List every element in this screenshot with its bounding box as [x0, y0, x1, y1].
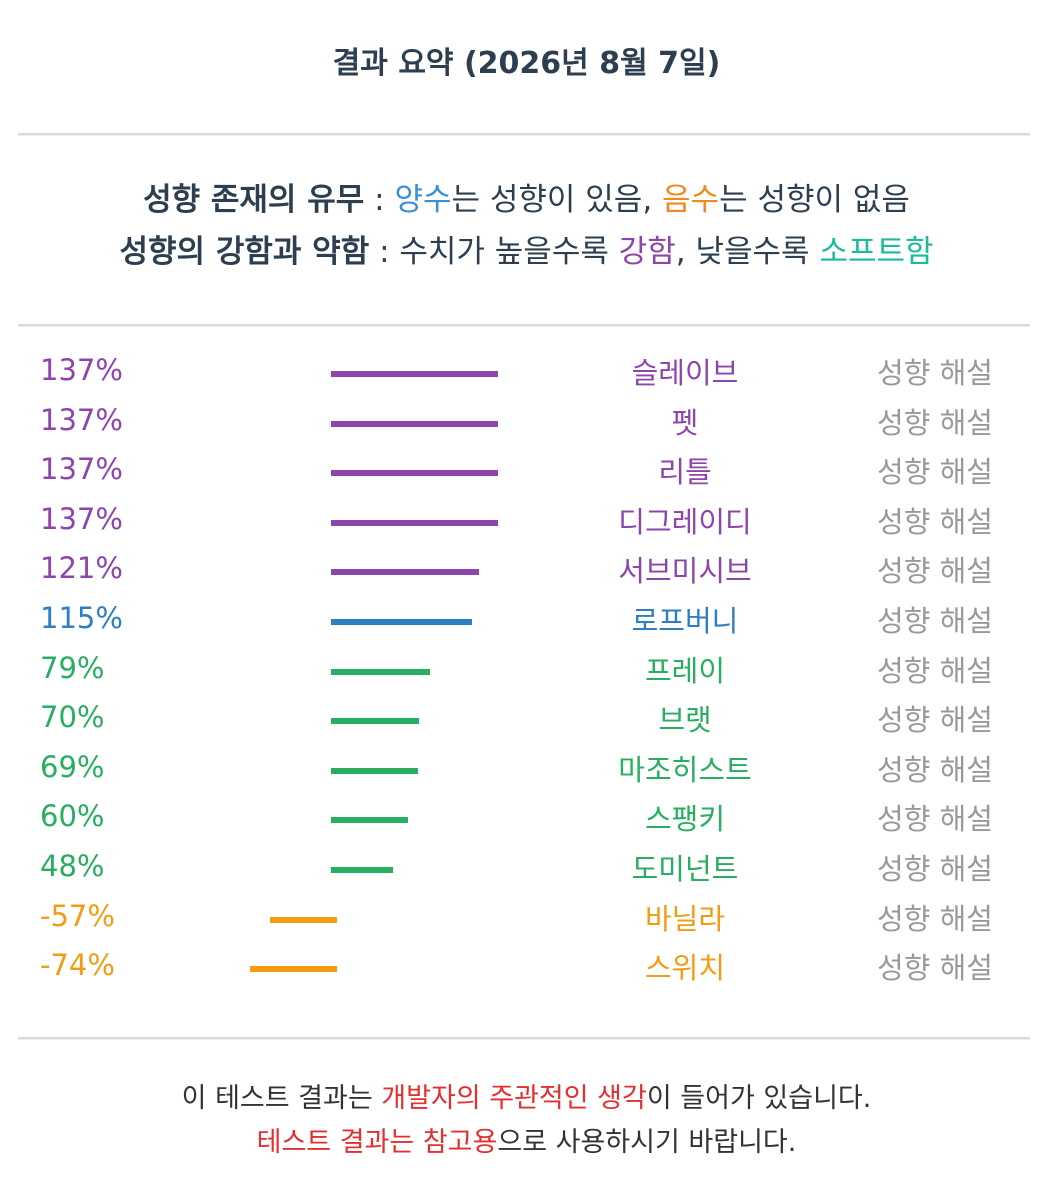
footer-text: 으로 사용하시기 바랍니다. [497, 1127, 797, 1158]
legend-negative-word: 음수 [662, 182, 720, 218]
score-bar [331, 420, 498, 427]
legend-positive-word: 양수 [394, 182, 452, 218]
percent-label: 69% [40, 749, 105, 784]
top-divider [18, 133, 1030, 135]
legend-line-strength: 성향의 강함과 약함 : 수치가 높을수록 강함, 낮을수록 소프트함 [0, 226, 1053, 271]
tendency-name: 도미넌트 [631, 852, 739, 886]
legend-negative-text: 는 성향이 없음 [719, 182, 910, 218]
footer-highlight: 개발자의 주관적인 생각 [381, 1083, 647, 1114]
tendency-name: 스위치 [644, 951, 726, 986]
score-bar [331, 470, 498, 477]
footer-disclaimer-1: 이 테스트 결과는 개발자의 주관적인 생각이 들어가 있습니다. [0, 1076, 1053, 1115]
tendency-name: 서브미시브 [618, 554, 752, 589]
legend-low-text: , 낮을수록 [675, 234, 820, 270]
tendency-name: 프레이 [644, 653, 726, 688]
score-bar [331, 817, 408, 824]
score-bar [331, 867, 394, 873]
legend-separator: : [369, 234, 400, 270]
percent-label: 79% [40, 650, 105, 685]
tendency-description-link[interactable]: 성향 해설 [877, 554, 993, 589]
tendency-description-link[interactable]: 성향 해설 [877, 504, 993, 539]
result-row: 70% 브랫 성향 해설 [0, 699, 1053, 749]
tendency-name: 마조히스트 [618, 752, 752, 787]
legend-line-existence: 성향 존재의 유무 : 양수는 성향이 있음, 음수는 성향이 없음 [0, 174, 1053, 219]
tendency-name: 펫 [671, 405, 699, 440]
tendency-description-link[interactable]: 성향 해설 [877, 405, 993, 440]
footer-highlight: 테스트 결과는 참고용 [256, 1127, 498, 1158]
percent-label: 121% [40, 551, 123, 586]
percent-label: 137% [40, 353, 123, 387]
result-row: 60% 스팽키 성향 해설 [0, 798, 1053, 848]
tendency-description-link[interactable]: 성향 해설 [877, 455, 993, 490]
legend-positive-text: 는 성향이 있음, [451, 182, 663, 218]
result-row: 137% 리틀 성향 해설 [0, 451, 1053, 501]
tendency-description-link[interactable]: 성향 해설 [877, 356, 993, 390]
legend-high-text: 수치가 높을수록 [399, 234, 619, 270]
page-title: 결과 요약 (2026년 8월 7일) [332, 46, 721, 81]
result-row: -74% 스위치 성향 해설 [0, 947, 1053, 997]
legend-soft-word: 소프트함 [819, 234, 934, 270]
tendency-description-link[interactable]: 성향 해설 [877, 901, 993, 936]
score-bar [270, 916, 337, 923]
legend-separator: : [364, 182, 395, 218]
percent-label: 137% [40, 501, 123, 536]
tendency-name: 로프버니 [631, 604, 739, 638]
footer-text: 이 들어가 있습니다. [646, 1083, 872, 1114]
percent-label: 48% [40, 849, 105, 883]
tendency-name: 스팽키 [644, 802, 726, 837]
result-row: 115% 로프버니 성향 해설 [0, 600, 1053, 650]
result-row: 48% 도미넌트 성향 해설 [0, 848, 1053, 898]
score-bar [331, 569, 480, 576]
tendency-name: 슬레이브 [631, 356, 739, 390]
result-row: 79% 프레이 성향 해설 [0, 650, 1053, 700]
tendency-name: 리틀 [658, 455, 712, 490]
legend-existence-label: 성향 존재의 유무 [143, 182, 365, 218]
tendency-description-link[interactable]: 성향 해설 [877, 653, 993, 688]
percent-label: -57% [40, 898, 115, 933]
tendency-description-link[interactable]: 성향 해설 [877, 852, 993, 886]
middle-divider [18, 324, 1030, 326]
tendency-description-link[interactable]: 성향 해설 [877, 604, 993, 638]
tendency-description-link[interactable]: 성향 해설 [877, 752, 993, 787]
score-bar [331, 619, 473, 625]
tendency-description-link[interactable]: 성향 해설 [877, 703, 993, 738]
tendency-description-link[interactable]: 성향 해설 [877, 802, 993, 837]
result-row: 69% 마조히스트 성향 해설 [0, 749, 1053, 799]
percent-label: 115% [40, 601, 123, 635]
percent-label: 60% [40, 799, 105, 834]
score-bar [250, 966, 337, 973]
bottom-divider [18, 1037, 1030, 1039]
footer-text: 이 테스트 결과는 [181, 1083, 382, 1114]
result-row: 121% 서브미시브 성향 해설 [0, 550, 1053, 600]
result-row: 137% 슬레이브 성향 해설 [0, 352, 1053, 402]
legend-strong-word: 강함 [618, 234, 676, 270]
footer-disclaimer-2: 테스트 결과는 참고용으로 사용하시기 바랍니다. [0, 1120, 1053, 1159]
percent-label: -74% [40, 948, 115, 983]
score-bar [331, 767, 419, 774]
result-row: 137% 펫 성향 해설 [0, 402, 1053, 452]
score-bar [331, 718, 420, 725]
legend-strength-label: 성향의 강함과 약함 [119, 234, 370, 270]
score-bar [331, 371, 498, 377]
score-bar [331, 668, 430, 675]
percent-label: 137% [40, 402, 123, 437]
percent-label: 70% [40, 700, 105, 735]
tendency-name: 디그레이디 [618, 504, 752, 539]
tendency-name: 브랫 [658, 703, 712, 738]
tendency-name: 바닐라 [644, 901, 726, 936]
percent-label: 137% [40, 452, 123, 487]
tendency-description-link[interactable]: 성향 해설 [877, 951, 993, 986]
result-row: 137% 디그레이디 성향 해설 [0, 501, 1053, 551]
result-row: -57% 바닐라 성향 해설 [0, 898, 1053, 948]
score-bar [331, 519, 498, 526]
